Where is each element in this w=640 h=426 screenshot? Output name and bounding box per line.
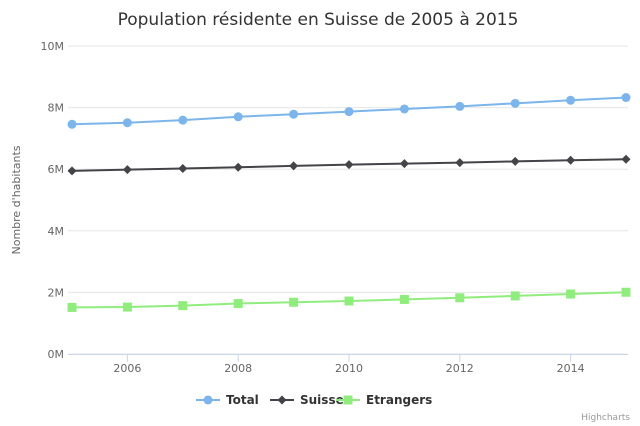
x-tick-label: 2010 <box>335 362 363 375</box>
legend-item-total[interactable]: Total <box>196 393 259 407</box>
data-point <box>122 118 132 128</box>
data-point <box>566 95 576 105</box>
data-point <box>233 112 243 122</box>
data-point <box>178 301 188 311</box>
data-point <box>566 155 576 165</box>
data-point <box>289 297 299 307</box>
data-point <box>621 154 631 164</box>
data-point <box>344 296 354 306</box>
x-tick-label: 2008 <box>224 362 252 375</box>
data-point <box>289 109 299 119</box>
y-tick-label: 0M <box>48 348 65 361</box>
data-point <box>178 115 188 125</box>
y-tick-label: 8M <box>48 102 65 115</box>
data-point <box>122 165 132 175</box>
data-point <box>233 162 243 172</box>
legend-symbol <box>343 395 353 405</box>
data-point <box>455 101 465 111</box>
y-tick-label: 4M <box>48 225 65 238</box>
data-point <box>344 107 354 117</box>
legend-label: Total <box>226 393 259 407</box>
data-point <box>233 299 243 309</box>
data-point <box>122 302 132 312</box>
series-total <box>67 93 631 129</box>
legend-item-suisses[interactable]: Suisses <box>270 393 351 407</box>
x-tick-label: 2006 <box>113 362 141 375</box>
data-point <box>399 104 409 114</box>
data-point <box>455 293 465 303</box>
legend-label: Suisses <box>300 393 351 407</box>
y-axis-label: Nombre d'habitants <box>10 145 23 254</box>
y-tick-label: 6M <box>48 163 65 176</box>
data-point <box>67 119 77 129</box>
legend-symbol <box>203 395 213 405</box>
y-tick-label: 10M <box>41 40 65 53</box>
series-etrangers <box>67 287 631 312</box>
x-tick-label: 2014 <box>557 362 585 375</box>
data-point <box>566 289 576 299</box>
data-point <box>289 161 299 171</box>
data-point <box>621 93 631 103</box>
data-point <box>67 302 77 312</box>
data-point <box>510 156 520 166</box>
legend-label: Etrangers <box>366 393 432 407</box>
legend-item-etrangers[interactable]: Etrangers <box>336 393 432 407</box>
data-point <box>510 291 520 301</box>
chart-title: Population résidente en Suisse de 2005 à… <box>118 10 519 30</box>
x-tick-label: 2012 <box>446 362 474 375</box>
data-point <box>344 160 354 170</box>
legend-symbol <box>277 395 287 405</box>
data-point <box>510 98 520 108</box>
y-tick-label: 2M <box>48 286 65 299</box>
data-point <box>399 294 409 304</box>
credit-link[interactable]: Highcharts <box>581 413 630 423</box>
data-point <box>621 287 631 297</box>
data-point <box>399 159 409 169</box>
data-point <box>67 166 77 176</box>
data-point <box>178 164 188 174</box>
data-point <box>455 158 465 168</box>
series-suisses <box>67 154 631 176</box>
